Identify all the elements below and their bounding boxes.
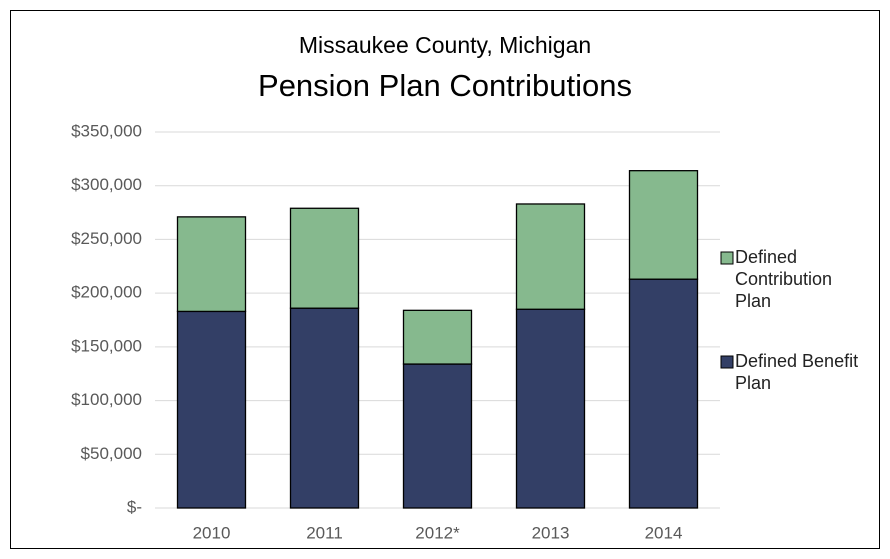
y-tick-label: $150,000 (71, 336, 142, 355)
bar-segment (176, 216, 247, 313)
y-tick-label: $350,000 (71, 121, 142, 140)
chart-subtitle: Pension Plan Contributions (258, 68, 632, 103)
x-tick-label: 2011 (306, 523, 343, 542)
y-tick-label: $50,000 (81, 444, 142, 463)
chart-title: Missaukee County, Michigan (299, 32, 591, 58)
bar-segment (176, 310, 247, 509)
x-tick-label: 2010 (193, 523, 231, 542)
bar-segment (628, 170, 699, 280)
y-tick-label: $200,000 (71, 283, 142, 302)
x-tick-label: 2013 (532, 523, 570, 542)
legend-swatch (720, 355, 734, 369)
legend-swatch (720, 251, 734, 265)
y-tick-label: $300,000 (71, 175, 142, 194)
y-tick-label: $- (127, 497, 142, 516)
bar-segment (289, 307, 360, 509)
bar-segment (402, 309, 473, 365)
bar-segment (515, 203, 586, 310)
bar-segment (402, 363, 473, 509)
bar-segment (628, 278, 699, 509)
x-tick-label: 2014 (645, 523, 683, 542)
y-tick-label: $250,000 (71, 229, 142, 248)
bar-segment (515, 308, 586, 509)
legend-label: Defined Contribution Plan (735, 247, 833, 311)
bar-segment (289, 207, 360, 309)
legend-label: Defined Benefit Plan (735, 351, 859, 393)
x-tick-label: 2012* (415, 523, 460, 542)
y-tick-label: $100,000 (71, 390, 142, 409)
